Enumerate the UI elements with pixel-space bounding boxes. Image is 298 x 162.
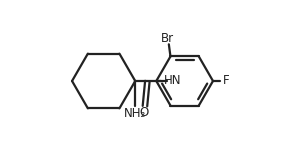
Text: NH₂: NH₂ bbox=[124, 107, 146, 120]
Text: HN: HN bbox=[164, 74, 181, 87]
Text: Br: Br bbox=[161, 32, 174, 45]
Text: F: F bbox=[223, 75, 230, 87]
Text: O: O bbox=[139, 106, 149, 119]
